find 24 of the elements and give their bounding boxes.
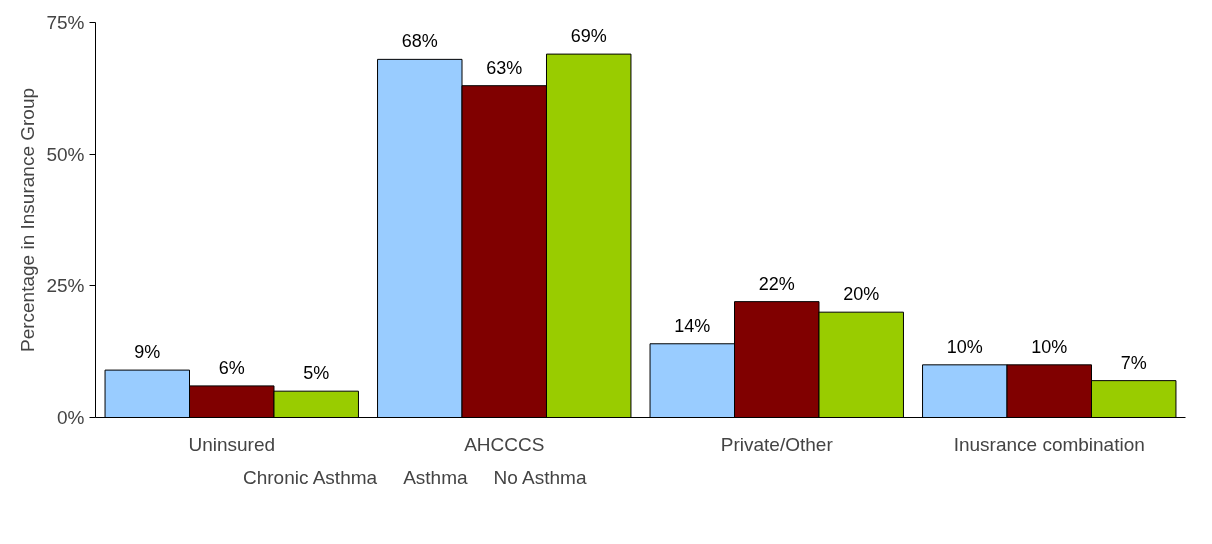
text: Chronic Asthma bbox=[243, 467, 378, 489]
y-axis-title: Percentage in Insurance Group bbox=[17, 87, 39, 353]
text: Asthma bbox=[403, 467, 468, 489]
data-label: 6% bbox=[218, 357, 245, 378]
x-tick-label: Inusrance combination bbox=[953, 433, 1145, 455]
data-label: 5% bbox=[303, 363, 330, 384]
x-tick-label: AHCCCS bbox=[464, 433, 545, 455]
data-label: 10% bbox=[946, 336, 983, 357]
y-tick-label: 75% bbox=[46, 12, 85, 33]
y-tick-label: 0% bbox=[57, 407, 85, 428]
data-label: 9% bbox=[134, 342, 161, 363]
text: No Asthma bbox=[493, 467, 587, 489]
y-tick-label: 50% bbox=[46, 143, 85, 165]
x-tick-label: Private/Other bbox=[720, 433, 834, 455]
x-tick-label: Uninsured bbox=[188, 433, 276, 455]
y-tick-label: 25% bbox=[46, 275, 85, 297]
data-label: 68% bbox=[401, 31, 438, 52]
data-label: 10% bbox=[1031, 336, 1068, 357]
data-label: 63% bbox=[486, 57, 523, 78]
data-label: 22% bbox=[758, 273, 795, 294]
data-label: 20% bbox=[843, 284, 880, 305]
data-label: 14% bbox=[674, 315, 711, 336]
data-label: 7% bbox=[1120, 352, 1147, 373]
data-label: 69% bbox=[570, 26, 607, 47]
